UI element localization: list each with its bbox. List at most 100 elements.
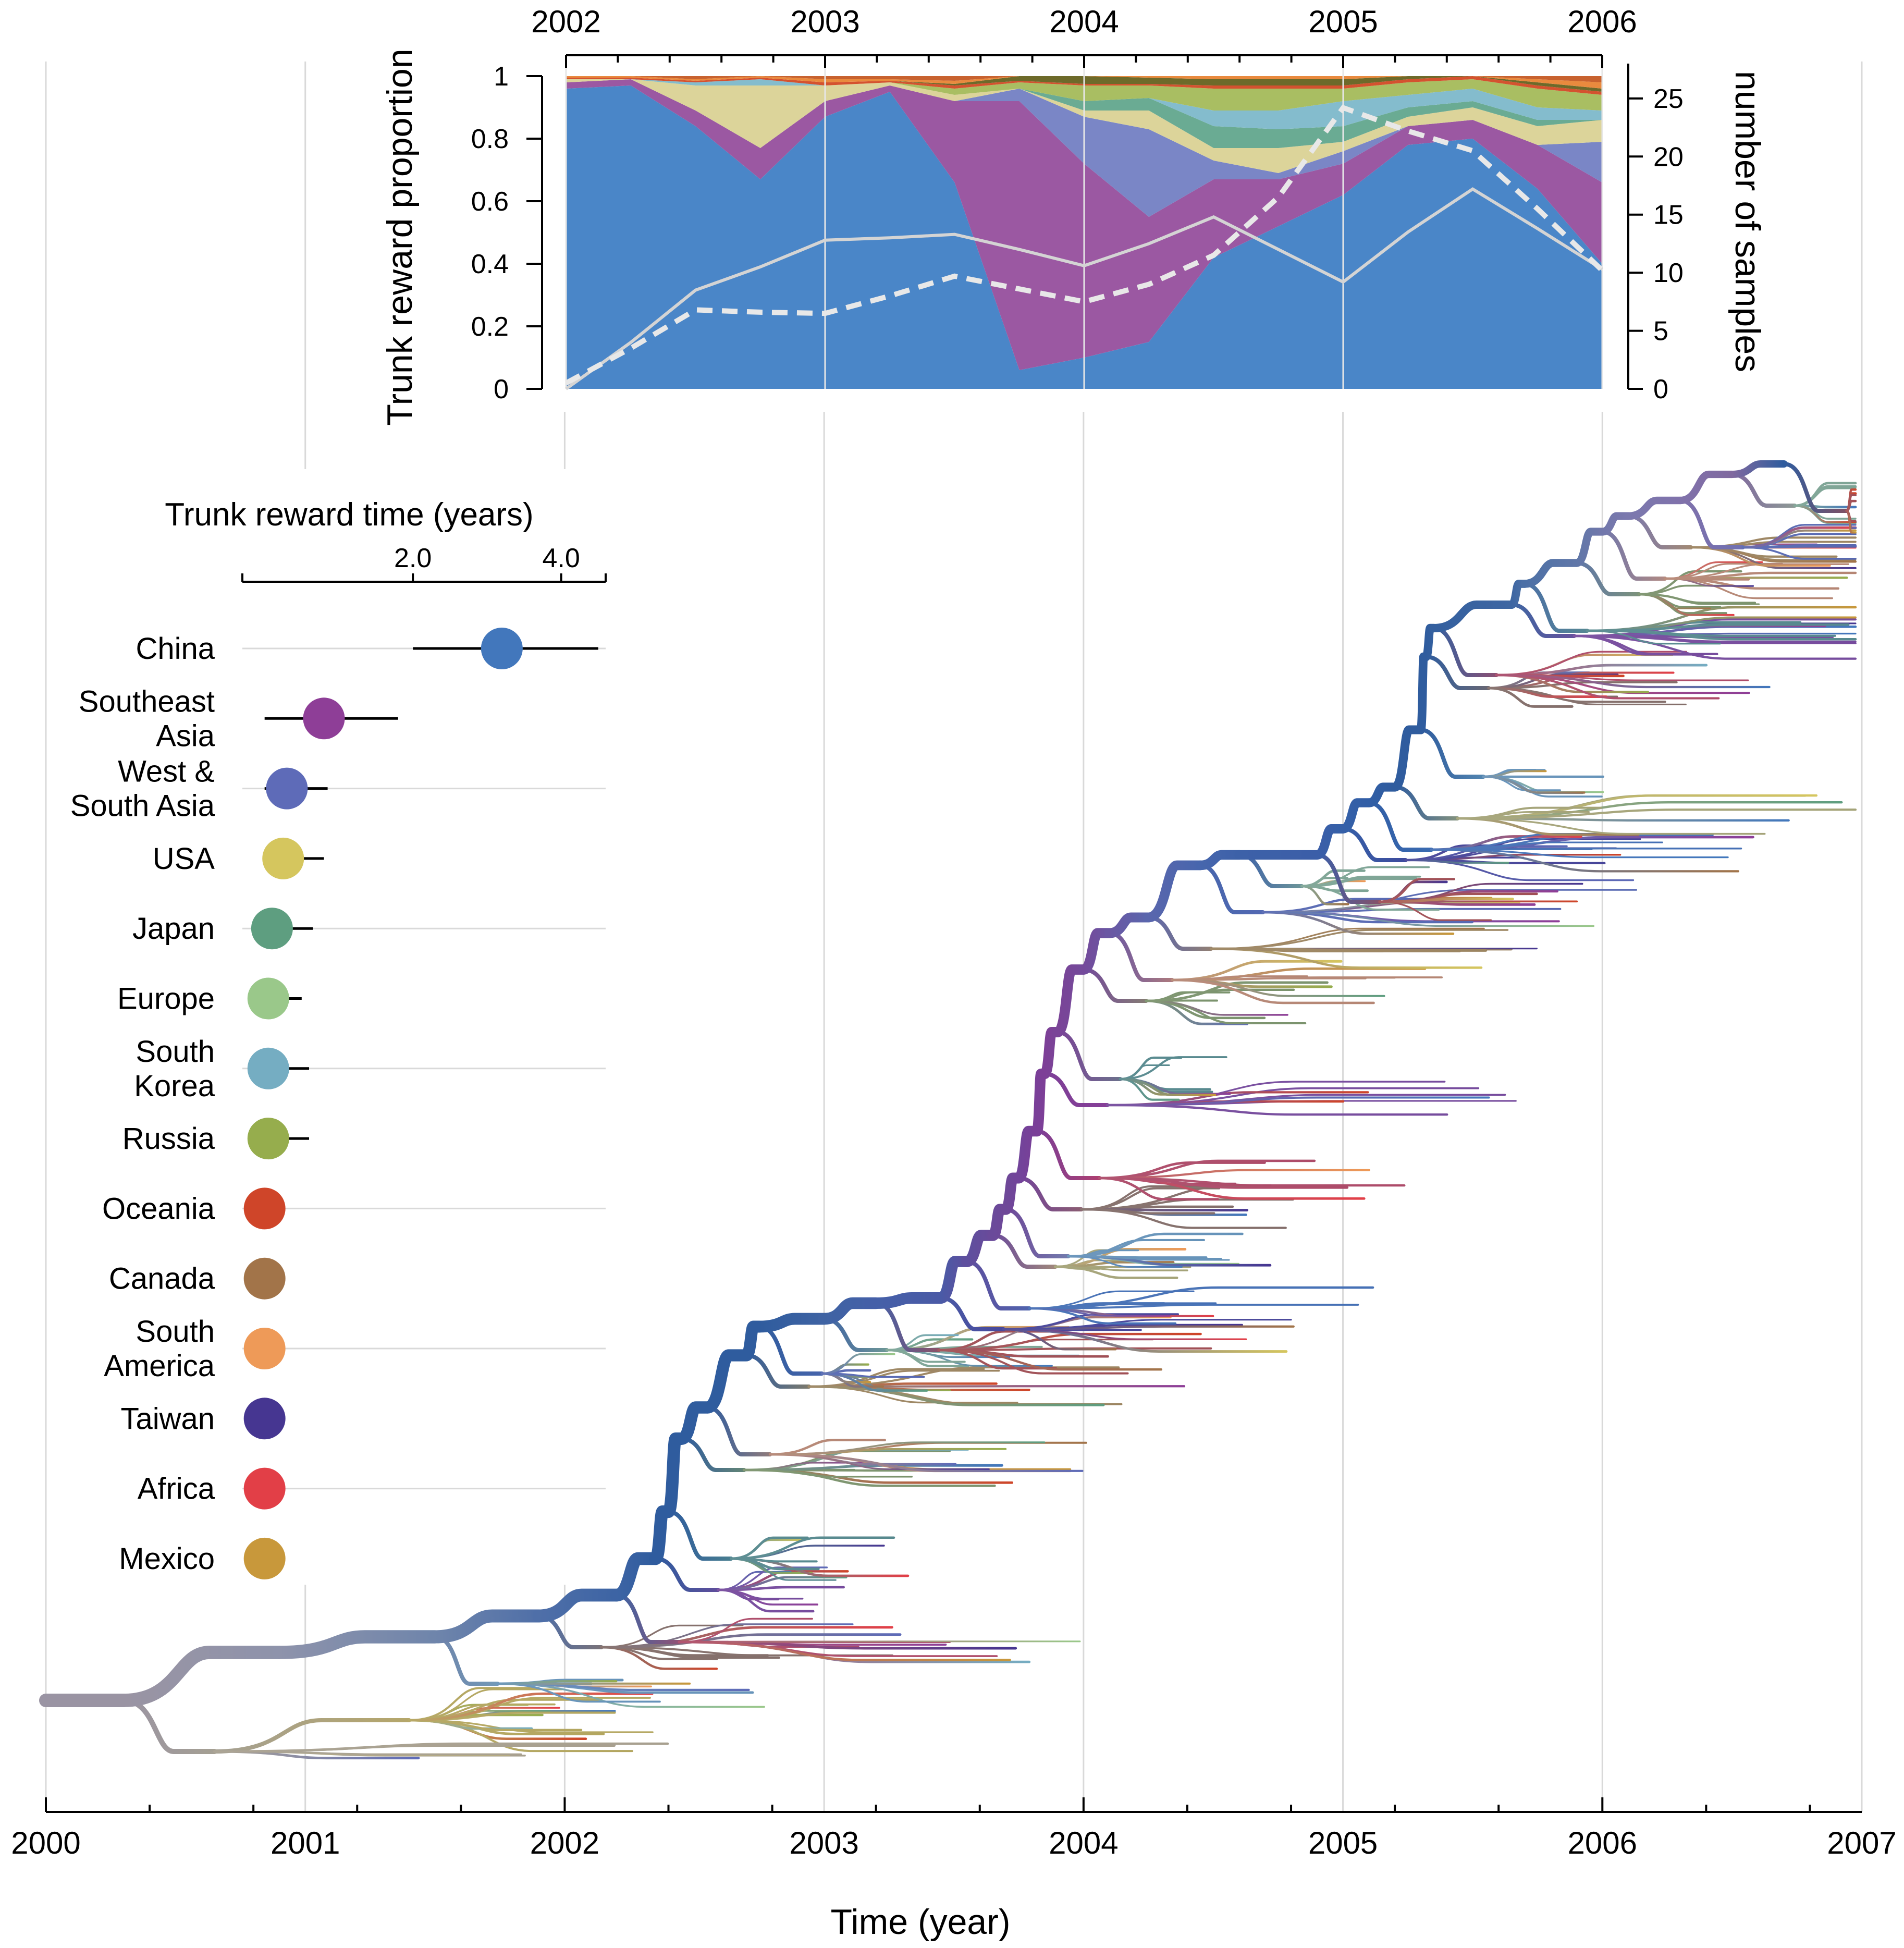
legend-label: South Korea (134, 1035, 215, 1103)
legend-row: South Korea (134, 1035, 606, 1103)
tree-branch (1487, 687, 1574, 708)
tree-branch (1378, 898, 1514, 903)
phylogeny-panel: 2000 2001 2002 2003 2004 2005 2006 2007 Time (y… (11, 62, 1897, 1942)
tree-branch (753, 1313, 830, 1333)
tree-branch (1793, 485, 1857, 507)
tree-branch (1104, 912, 1153, 938)
legend-marker (243, 1328, 286, 1369)
tree-branch (870, 1292, 947, 1309)
tree-branch (1119, 1077, 1217, 1096)
tree-branch (1261, 911, 1455, 935)
trunk-reward-time-tick-label: 4.0 (543, 543, 580, 573)
area-left-tick-label: 0.8 (471, 124, 509, 154)
tree-branch (987, 1204, 1012, 1241)
tree-branch (653, 1557, 720, 1592)
legend-marker (247, 977, 289, 1020)
area-left-tick-label: 0.4 (471, 249, 509, 279)
legend-row: West & South Asia (70, 755, 606, 823)
tree-x-tick-label: 2000 (11, 1826, 80, 1860)
tree-x-tick-label: 2007 (1827, 1826, 1896, 1860)
tree-branch (1002, 1328, 1117, 1351)
tree-branch (1456, 817, 1766, 835)
legend-marker (247, 1118, 289, 1160)
legend-row: China (136, 628, 606, 669)
legend-label: Africa (138, 1472, 215, 1506)
tree-branch (701, 1349, 753, 1414)
tree-branch (935, 1256, 973, 1304)
tree-branch (1080, 1187, 1221, 1211)
tree-branch (743, 1469, 913, 1478)
tree-branch (1573, 635, 1857, 643)
tree-branch (1300, 875, 1421, 887)
tree-branch (213, 1750, 522, 1756)
tree-branch (818, 1297, 882, 1325)
legend-marker (243, 1257, 286, 1300)
tree-branch (1000, 1172, 1024, 1215)
tree-branch (532, 1588, 623, 1623)
tree-branch (600, 1633, 902, 1649)
legend-label: China (136, 632, 215, 666)
legend-marker (243, 1187, 286, 1230)
tree-branch (1312, 824, 1348, 860)
tree-branch (496, 1680, 618, 1685)
legend-label: Taiwan (120, 1402, 215, 1436)
tree-branch (1028, 1307, 1171, 1317)
tree-branch (1341, 827, 1408, 862)
area-left-axis-title: Trunk reward proportion (380, 48, 420, 425)
tree-branch (730, 1558, 818, 1563)
area-top-tick-label: 2003 (790, 4, 859, 39)
trunk-proportion-top-axis: 2002 2003 2004 2005 2006 (531, 4, 1637, 68)
tree-branches (39, 460, 1857, 1760)
legend-marker (251, 908, 293, 950)
tree-x-tick-label: 2004 (1049, 1826, 1118, 1860)
tree-x-tick-label: 2002 (530, 1826, 599, 1860)
tree-branch (1456, 808, 1857, 820)
tree-branch (1741, 526, 1857, 549)
trunk-reward-time-tick-label: 2.0 (394, 543, 432, 573)
tree-branch (610, 1552, 662, 1602)
legend-row: South America (104, 1315, 606, 1383)
tree-branch (1574, 561, 1641, 596)
area-right-tick-label: 15 (1653, 200, 1684, 230)
tree-branch (730, 1536, 809, 1560)
trunk-proportion-panel: 2002 2003 2004 2005 2006 Trunk reward propor… (313, 0, 1767, 426)
tree-branch (1393, 785, 1460, 820)
tree-x-tick-label: 2006 (1568, 1826, 1637, 1860)
tree-branch (1430, 848, 1739, 873)
area-right-tick-label: 0 (1653, 374, 1668, 405)
tree-branch (1315, 853, 1382, 904)
tree-branch (769, 1441, 1046, 1455)
tree-branch (1209, 947, 1488, 952)
area-left-tick-label: 0.6 (471, 187, 509, 217)
tree-branch (1052, 964, 1089, 1037)
legend-label: Southeast Asia (79, 684, 215, 753)
legend-marker (243, 1467, 286, 1510)
tree-x-axis-title: Time (year) (830, 1902, 1010, 1942)
legend-label: Oceania (102, 1192, 215, 1226)
tree-branch (1367, 801, 1434, 852)
area-right-axis-title: number of samples (1728, 71, 1767, 372)
tree-branch (1429, 600, 1516, 633)
tree-branch (1390, 725, 1426, 792)
trunk-proportion-gridlines (565, 55, 1603, 389)
legend-label: Europe (117, 982, 215, 1016)
tree-branch (1482, 775, 1586, 794)
tree-branch (1624, 496, 1684, 520)
tree-branch (1416, 652, 1431, 734)
tree-branch (1031, 1068, 1050, 1137)
tree-branch (769, 1453, 1084, 1472)
tree-branch (675, 1401, 714, 1445)
tree-x-tick-label: 2001 (271, 1826, 340, 1860)
legend-row: Africa (138, 1467, 606, 1510)
tree-branch (1404, 859, 1509, 864)
tree-branch (1195, 850, 1244, 871)
legend-label: West & South Asia (70, 755, 215, 823)
area-right-tick-label: 25 (1653, 84, 1684, 114)
tree-branch (662, 1432, 688, 1518)
tree-branch (1430, 848, 1593, 851)
tree-branch (1106, 1096, 1490, 1107)
tree-branch (1495, 651, 1687, 676)
tree-x-tick-label: 2003 (789, 1826, 858, 1860)
tree-branch (678, 1640, 1011, 1661)
